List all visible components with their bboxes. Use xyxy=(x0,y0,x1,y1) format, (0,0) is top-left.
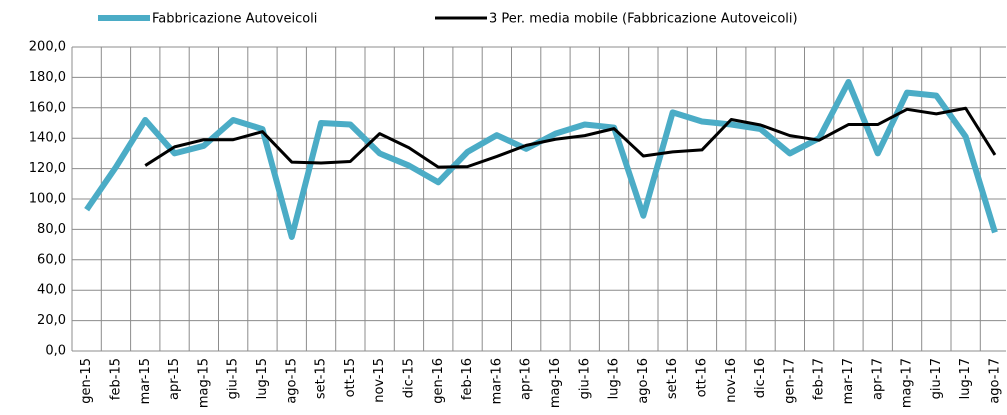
x-tick-label: set-15 xyxy=(314,358,329,399)
x-tick-label: ott-15 xyxy=(343,358,358,397)
x-tick-label: ago-15 xyxy=(284,358,299,404)
legend-label: Fabbricazione Autoveicoli xyxy=(152,12,317,27)
x-tick-label: lug-16 xyxy=(607,358,622,399)
x-tick-label: set-16 xyxy=(665,358,680,399)
y-tick-label: 60,0 xyxy=(37,252,66,267)
y-tick-label: 20,0 xyxy=(37,313,66,328)
y-tick-label: 120,0 xyxy=(29,161,66,176)
x-tick-label: mag-15 xyxy=(196,358,211,408)
x-tick-label: apr-15 xyxy=(167,358,182,400)
x-tick-label: lug-15 xyxy=(255,358,270,399)
x-tick-label: giu-15 xyxy=(226,358,241,399)
x-tick-label: gen-16 xyxy=(431,358,446,404)
y-tick-label: 100,0 xyxy=(29,192,66,207)
y-tick-label: 140,0 xyxy=(29,131,66,146)
x-tick-label: mar-16 xyxy=(489,358,504,404)
series-line xyxy=(144,106,997,169)
x-tick-label: mag-17 xyxy=(900,358,915,408)
x-tick-label: lug-17 xyxy=(958,358,973,399)
x-tick-label: giu-16 xyxy=(577,358,592,399)
x-tick-label: nov-15 xyxy=(372,358,387,403)
x-tick-label: apr-16 xyxy=(519,358,534,400)
x-tick-label: ago-16 xyxy=(636,358,651,404)
x-tick-label: mar-17 xyxy=(841,358,856,404)
x-tick-label: ott-16 xyxy=(694,358,709,397)
x-tick-label: giu-17 xyxy=(929,358,944,399)
x-tick-label: feb-16 xyxy=(460,358,475,400)
x-tick-label: mag-16 xyxy=(548,358,563,408)
x-tick-label: dic-15 xyxy=(401,358,416,398)
x-tick-label: gen-17 xyxy=(782,358,797,404)
x-tick-label: nov-16 xyxy=(724,358,739,403)
x-tick-label: ago-17 xyxy=(987,358,1002,404)
x-tick-label: apr-17 xyxy=(870,358,885,400)
x-tick-label: feb-15 xyxy=(108,358,123,400)
y-tick-label: 160,0 xyxy=(29,100,66,115)
y-tick-label: 200,0 xyxy=(29,40,66,55)
legend-label: 3 Per. media mobile (Fabbricazione Autov… xyxy=(489,12,798,27)
y-tick-label: 40,0 xyxy=(37,283,66,298)
x-tick-label: gen-15 xyxy=(79,358,94,404)
y-tick-label: 180,0 xyxy=(29,70,66,85)
x-tick-label: dic-16 xyxy=(753,358,768,398)
y-tick-label: 0,0 xyxy=(45,344,66,359)
x-tick-label: feb-17 xyxy=(812,358,827,400)
y-tick-label: 80,0 xyxy=(37,222,66,237)
x-tick-label: mar-15 xyxy=(138,358,153,404)
